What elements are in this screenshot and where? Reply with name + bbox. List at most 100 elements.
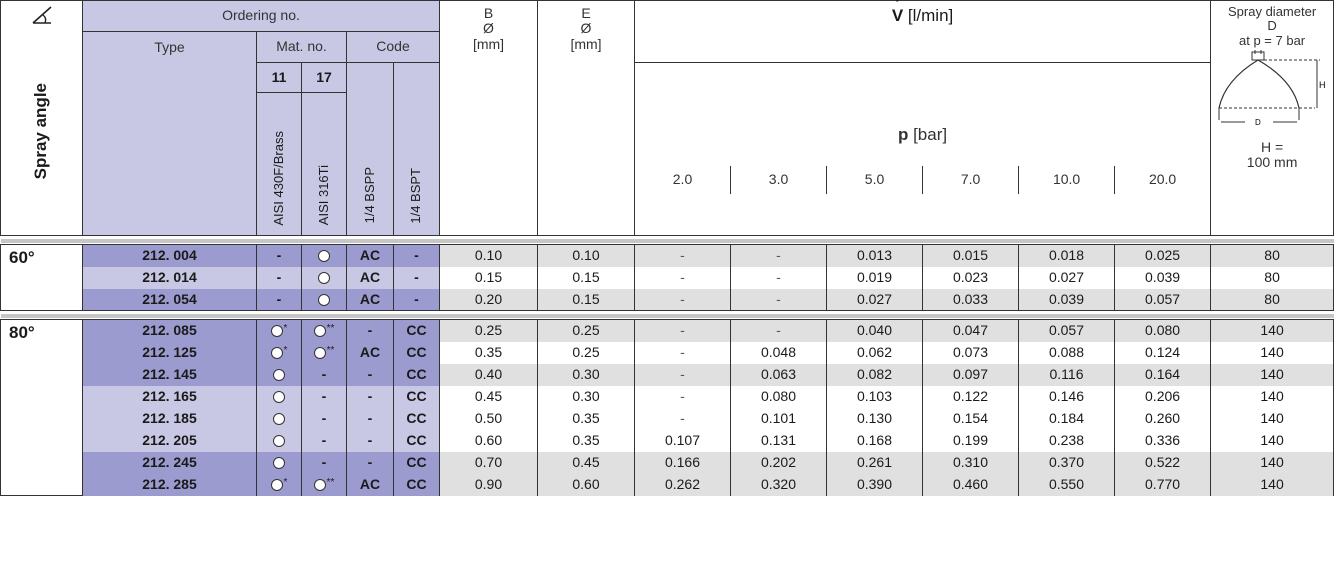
mat-17-cell: - xyxy=(301,429,347,452)
table-row: 212. 245- - CC 0.70 0.45 0.166 0.202 0.261 0.310… xyxy=(1,451,1335,474)
flow-cell: - xyxy=(634,244,731,267)
flow-cell: 0.048 xyxy=(730,341,827,364)
code-bspp-cell: AC xyxy=(346,266,394,289)
e-cell: 0.15 xyxy=(537,288,635,311)
spray-diameter-cell: 80 xyxy=(1210,266,1335,289)
flow-cell: - xyxy=(634,341,731,364)
code-bspt-cell: CC xyxy=(393,429,440,452)
mat-11-cell xyxy=(256,363,302,386)
flow-cell: 0.199 xyxy=(922,429,1019,452)
flow-cell: - xyxy=(730,244,827,267)
mat-11-cell: * xyxy=(256,473,302,496)
flow-cell: 0.063 xyxy=(730,363,827,386)
flow-cell: 0.025 xyxy=(1113,244,1212,267)
type-cell: 212. 125 xyxy=(82,341,257,364)
flow-cell: 0.018 xyxy=(1018,244,1115,267)
b-cell: 0.70 xyxy=(439,451,538,474)
spray-cone-diagram: H D xyxy=(1218,49,1326,127)
e-cell: 0.15 xyxy=(537,266,635,289)
table-row: 212. 145- - CC 0.40 0.30-0.063 0.082 0.097 0.11… xyxy=(1,363,1335,386)
mat-11-cell xyxy=(256,407,302,430)
flow-cell: 0.027 xyxy=(1018,266,1115,289)
pressure-header: p [bar] 2.0 3.0 5.0 7.0 10.0 20.0 xyxy=(633,62,1212,236)
group-separator xyxy=(0,310,1334,320)
mat-17-name: AISI 316Ti xyxy=(301,92,347,236)
code-header: Code xyxy=(346,31,440,63)
b-cell: 0.60 xyxy=(439,429,538,452)
footnote-mark: * xyxy=(283,476,288,488)
flow-cell: - xyxy=(730,319,827,342)
mat-11-cell: * xyxy=(256,341,302,364)
flow-cell: 0.206 xyxy=(1113,385,1212,408)
available-icon xyxy=(273,391,285,404)
spray-diameter-header: Spray diameter D at p = 7 bar H D H = 10… xyxy=(1210,0,1335,236)
spray-angle-value: 80° xyxy=(0,319,83,496)
flow-cell: 0.107 xyxy=(634,429,731,452)
b-cell: 0.35 xyxy=(439,341,538,364)
flow-cell: 0.320 xyxy=(730,473,827,496)
available-icon xyxy=(273,457,285,470)
type-cell: 212. 165 xyxy=(82,385,257,408)
footnote-mark: * xyxy=(283,323,288,335)
code-bspp-header: 1/4 BSPP xyxy=(346,62,394,236)
mat-17-cell: - xyxy=(301,451,347,474)
flow-cell: - xyxy=(730,266,827,289)
available-icon xyxy=(273,369,285,382)
table-row: 212. 054- AC -0.20 0.15- -0.027 0.033 0.039 0.0… xyxy=(1,288,1335,311)
flow-cell: 0.040 xyxy=(826,319,923,342)
table-row: 80° 212. 085 * ** - CC 0.25 0.25- -0.040 0.047 0.0… xyxy=(0,319,1335,496)
mat-11-header: 11 xyxy=(256,62,302,93)
flow-cell: 0.261 xyxy=(826,451,923,474)
flow-cell: 0.101 xyxy=(730,407,827,430)
pressure-col: 20.0 xyxy=(1148,171,1177,188)
type-cell: 212. 054 xyxy=(82,288,257,311)
flow-cell: 0.550 xyxy=(1018,473,1115,496)
flow-cell: 0.039 xyxy=(1113,266,1212,289)
flow-cell: 0.310 xyxy=(922,451,1019,474)
flow-cell: 0.260 xyxy=(1113,407,1212,430)
flow-cell: 0.027 xyxy=(826,288,923,311)
flow-cell: 0.057 xyxy=(1018,319,1115,342)
b-cell: 0.15 xyxy=(439,266,538,289)
flow-cell: 0.770 xyxy=(1113,473,1212,496)
flow-cell: 0.202 xyxy=(730,451,827,474)
flow-cell: 0.097 xyxy=(922,363,1019,386)
code-bspt-cell: CC xyxy=(393,473,440,496)
mat-11-name: AISI 430F/Brass xyxy=(256,92,302,236)
flow-cell: 0.023 xyxy=(922,266,1019,289)
e-cell: 0.25 xyxy=(537,341,635,364)
flow-cell: 0.390 xyxy=(826,473,923,496)
spray-angle-icon xyxy=(0,0,83,32)
available-icon xyxy=(313,479,326,492)
type-cell: 212. 004 xyxy=(82,244,257,267)
flow-cell: 0.057 xyxy=(1113,288,1212,311)
mat-11-cell: * xyxy=(256,319,302,342)
flow-cell: 0.130 xyxy=(826,407,923,430)
spray-diameter-cell: 140 xyxy=(1210,407,1335,430)
flow-cell: 0.033 xyxy=(922,288,1019,311)
flow-cell: 0.019 xyxy=(826,266,923,289)
available-icon xyxy=(270,479,283,492)
footnote-mark: * xyxy=(283,344,288,356)
table-row: 60° 212. 004- AC -0.10 0.10- -0.013 0.015 0.018… xyxy=(0,244,1335,311)
e-cell: 0.35 xyxy=(537,407,635,430)
flow-cell: 0.039 xyxy=(1018,288,1115,311)
svg-text:D: D xyxy=(1255,118,1261,127)
flow-cell: 0.080 xyxy=(1113,319,1212,342)
table-row: 212. 125 * ** AC CC 0.35 0.25-0.048 0.062 0.073 0… xyxy=(1,341,1335,364)
available-icon xyxy=(273,435,285,448)
code-bspt-cell: CC xyxy=(393,319,440,342)
code-bspp-cell: - xyxy=(346,363,394,386)
mat-no-header: Mat. no. xyxy=(256,31,347,63)
footnote-mark: ** xyxy=(326,344,335,356)
type-cell: 212. 185 xyxy=(82,407,257,430)
spray-angle-value: 60° xyxy=(0,244,83,311)
mat-17-cell: ** xyxy=(301,341,347,364)
code-bspt-cell: CC xyxy=(393,363,440,386)
flow-cell: - xyxy=(634,266,731,289)
flow-cell: 0.164 xyxy=(1113,363,1212,386)
flow-cell: 0.124 xyxy=(1113,341,1212,364)
table-row: 212. 185- - CC 0.50 0.35-0.101 0.130 0.154 0.18… xyxy=(1,407,1335,430)
b-cell: 0.40 xyxy=(439,363,538,386)
available-icon xyxy=(273,413,285,426)
